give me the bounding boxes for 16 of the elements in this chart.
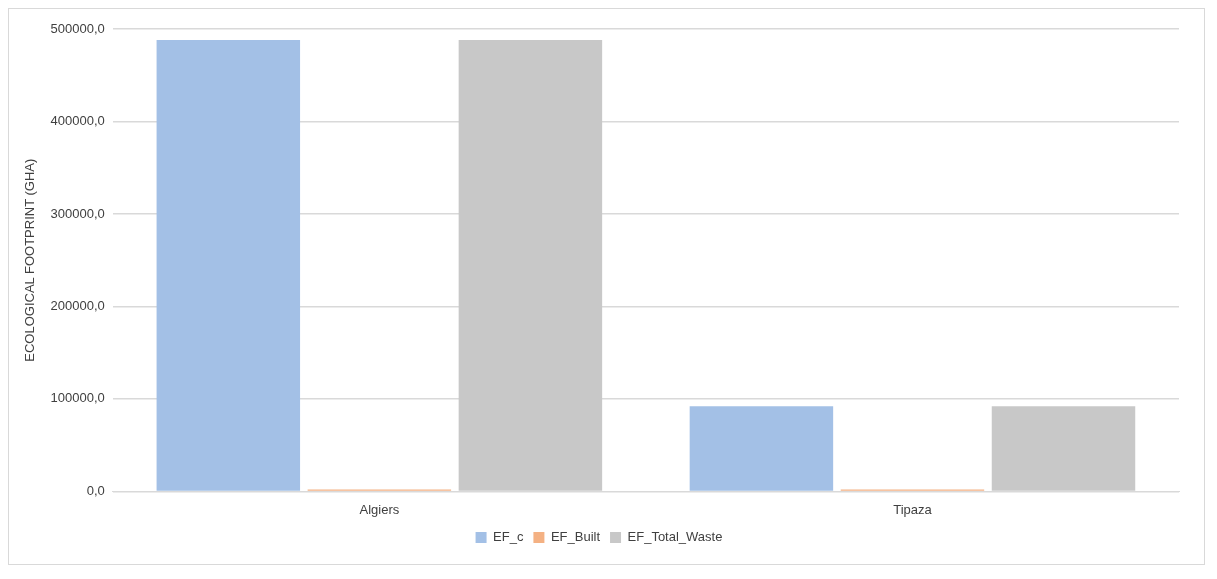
legend-label: EF_Built: [550, 529, 601, 545]
bar: [689, 406, 834, 491]
legend-label: EF_c: [493, 529, 524, 545]
y-axis-title: ECOLOGICAL FOOTPRINT (GHA): [22, 158, 38, 362]
bar: [458, 40, 603, 491]
legend-label: EF_Total_Waste: [627, 529, 723, 545]
bar: [156, 40, 301, 491]
y-tick-label: 200000,0: [50, 298, 105, 314]
y-tick-label: 100000,0: [50, 390, 105, 406]
y-tick-label: 300000,0: [50, 205, 105, 221]
y-tick-label: 0,0: [86, 482, 105, 498]
y-tick-label: 400000,0: [50, 113, 105, 129]
x-tick-label: Tipaza: [893, 501, 933, 517]
bar: [991, 406, 1136, 491]
y-tick-label: 500000,0: [50, 20, 105, 36]
x-tick-label: Algiers: [359, 501, 400, 517]
